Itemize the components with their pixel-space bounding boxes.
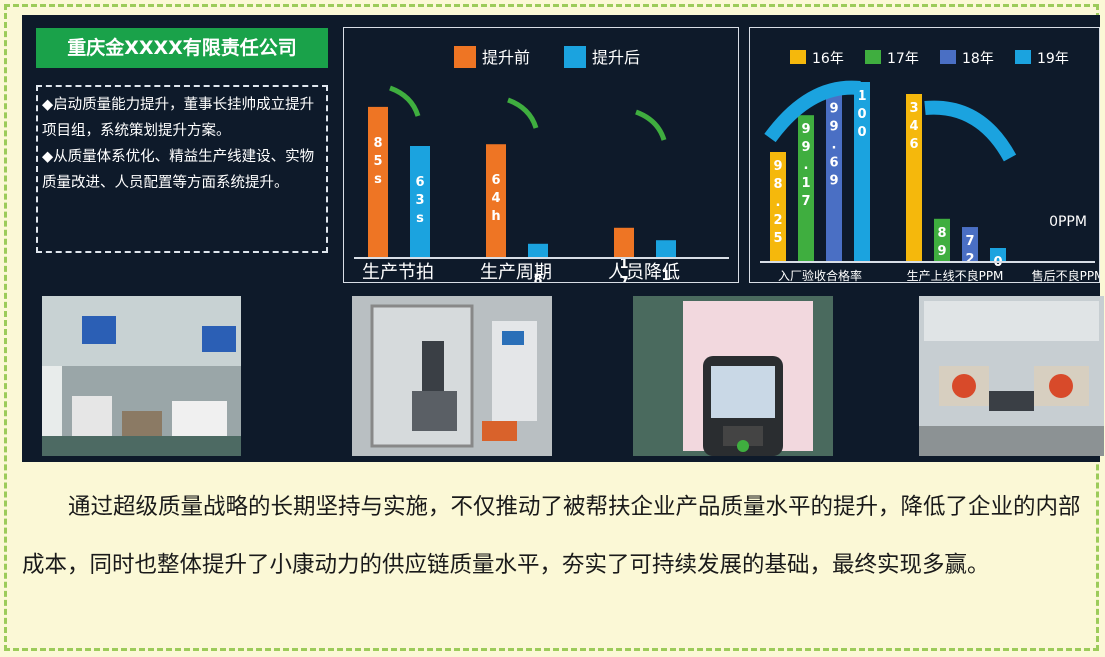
bar-label: 6 — [829, 155, 838, 170]
bar-label: 0 — [857, 125, 866, 140]
body-text: 通过超级质量战略的长期坚持与实施，不仅推动了被帮扶企业产品质量水平的提升，降低了… — [22, 478, 1100, 594]
bar-label: 4 — [491, 191, 500, 206]
chart-quality-svg: 16年17年18年19年98.2599.1799.69100346897200P… — [760, 50, 1104, 283]
category-label: 生产周期 — [480, 262, 552, 282]
test-rig-photo — [352, 296, 552, 456]
legend-swatch — [1015, 50, 1031, 64]
legend-label: 提升后 — [592, 48, 640, 67]
bar — [798, 115, 814, 262]
bar-label: 9 — [829, 119, 838, 134]
category-label: 售后不良PPM — [1032, 268, 1099, 282]
bar — [528, 243, 548, 258]
bullet-2: ◆从质量体系优化、精益生产线建设、实物质量改进、人员配置等方面系统提升。 — [42, 149, 315, 191]
category-label: 入厂验收合格率 — [778, 268, 862, 282]
annotation-0ppm: 0PPM — [1049, 214, 1087, 230]
bar-label: 9 — [829, 101, 838, 116]
bar-label: 8 — [773, 177, 782, 192]
bar-label: 9 — [937, 244, 946, 259]
decrease-arrow — [389, 85, 421, 117]
bar-label: 1 — [801, 176, 810, 191]
bar-label: . — [804, 158, 809, 173]
category-label: 生产上线不良PPM — [907, 268, 1004, 282]
bar-label: 6 — [909, 137, 918, 152]
bar-label: 8 — [937, 226, 946, 241]
bar — [656, 240, 676, 258]
chart-quality: 16年17年18年19年98.2599.1799.69100346897200P… — [749, 27, 1104, 283]
infographic-panel: 重庆金XXXX有限责任公司 ◆启动质量能力提升，董事长挂帅成立提升项目组，系统策… — [22, 15, 1104, 462]
legend-swatch — [454, 46, 476, 68]
bar-label: 0 — [857, 107, 866, 122]
chart-improvement-svg: 提升前提升后85s63s生产节拍64h8h生产周期17人10人人员降低 — [354, 46, 729, 320]
bar — [934, 218, 950, 262]
legend-label: 19年 — [1037, 51, 1069, 67]
bar-label: 6 — [415, 175, 424, 190]
bar — [990, 248, 1006, 262]
bar-label: h — [491, 209, 500, 224]
bar-label: 5 — [373, 154, 382, 169]
legend-swatch — [940, 50, 956, 64]
bar-label: 2 — [965, 252, 974, 267]
decrease-arrow — [507, 97, 539, 129]
bar-label: 1 — [619, 257, 628, 272]
bar-label: 7 — [965, 234, 974, 249]
legend-label: 17年 — [887, 51, 919, 67]
bar-label: s — [374, 172, 382, 187]
bar — [826, 94, 842, 263]
bar-label: . — [832, 137, 837, 152]
category-label: 人员降低 — [608, 262, 680, 282]
decrease-arrow — [635, 109, 667, 141]
bar-label: 8 — [373, 136, 382, 151]
legend-label: 16年 — [812, 51, 844, 67]
bar-label: 3 — [909, 101, 918, 116]
bar-label: 8 — [533, 273, 542, 282]
bar — [368, 106, 388, 258]
bar-label: 1 — [857, 89, 866, 104]
decrease-arrow — [924, 100, 1017, 162]
bar — [486, 144, 506, 258]
legend-swatch — [865, 50, 881, 64]
body-paragraph: 通过超级质量战略的长期坚持与实施，不仅推动了被帮扶企业产品质量水平的提升，降低了… — [22, 494, 1081, 578]
legend-swatch — [564, 46, 586, 68]
handheld-scanner-photo — [633, 296, 833, 456]
test-equipment-photo — [919, 296, 1104, 456]
bar — [854, 82, 870, 262]
legend-label: 提升前 — [482, 48, 530, 67]
bar-label: . — [776, 195, 781, 210]
bar-label: 9 — [801, 140, 810, 155]
bar-label: 5 — [773, 231, 782, 246]
bar — [410, 146, 430, 258]
bar-label: 4 — [909, 119, 918, 134]
bar-label: s — [416, 211, 424, 226]
legend-swatch — [790, 50, 806, 64]
chart-improvement: 提升前提升后85s63s生产节拍64h8h生产周期17人10人人员降低 — [343, 27, 739, 320]
bar — [962, 227, 978, 262]
increase-arrow — [764, 80, 861, 143]
bar-label: 6 — [491, 173, 500, 188]
bar-label: 7 — [801, 194, 810, 209]
workshop-photo — [42, 296, 241, 456]
bar-label: 1 — [661, 269, 670, 282]
bar-label: 3 — [415, 193, 424, 208]
bullet-box: ◆启动质量能力提升，董事长挂帅成立提升项目组，系统策划提升方案。 ◆从质量体系优… — [36, 85, 328, 253]
bar-label: 2 — [773, 213, 782, 228]
legend-label: 18年 — [962, 51, 994, 67]
bar — [770, 152, 786, 262]
bullet-1: ◆启动质量能力提升，董事长挂帅成立提升项目组，系统策划提升方案。 — [42, 97, 315, 139]
bar-label: 9 — [801, 122, 810, 137]
bar-label: 9 — [773, 159, 782, 174]
category-label: 生产节拍 — [362, 262, 434, 282]
bar-label: 9 — [829, 173, 838, 188]
bar — [614, 227, 634, 258]
bar — [906, 94, 922, 262]
company-title: 重庆金XXXX有限责任公司 — [36, 28, 328, 68]
